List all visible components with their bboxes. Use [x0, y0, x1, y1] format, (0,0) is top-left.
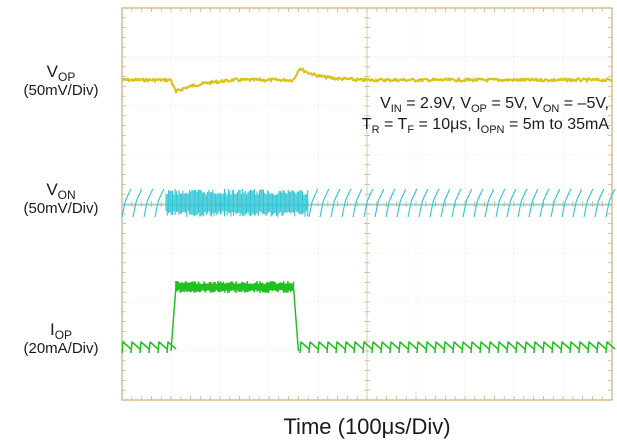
conditions-line-2: TR = TF = 10μs, IOPN = 5m to 35mA [361, 114, 609, 136]
conditions-line-2-part: R [371, 124, 380, 136]
x-axis-label: Time (100μs/Div) [283, 414, 451, 439]
iop-scale-label: (20mA/Div) [23, 340, 99, 357]
conditions-line-1-part: ON [542, 103, 560, 115]
conditions-line-1-part: = 5V, V [486, 95, 543, 112]
von-scale-label: (50mV/Div) [23, 200, 99, 217]
conditions-line-2-part: T [361, 116, 372, 133]
iop-channel-label: IOP (20mA/Div) [2, 320, 120, 358]
conditions-line-2-part: = 5m to 35mA [504, 116, 609, 133]
conditions-line-1-part: = 2.9V, V [401, 95, 471, 112]
conditions-line-2-part: = 10μs, I [414, 116, 481, 133]
iop-trace-high [170, 281, 300, 352]
conditions-line-2-part: F [407, 124, 415, 136]
conditions-line-1-part: OP [471, 103, 487, 115]
conditions-line-1-part: V [380, 95, 391, 112]
iop-trace-low [121, 341, 616, 354]
von-trace [121, 188, 616, 218]
conditions-line-1-part: IN [390, 103, 402, 115]
conditions-line-1-part: = –5V, [559, 95, 609, 112]
vop-scale-label: (50mV/Div) [23, 82, 99, 99]
conditions-line-2-part: OPN [480, 124, 505, 136]
vop-channel-label: VOP (50mV/Div) [2, 62, 120, 100]
test-conditions-annotation: VIN = 2.9V, VOP = 5V, VON = –5V, TR = TF… [361, 93, 609, 136]
traces [121, 67, 616, 354]
conditions-line-2-part: = T [379, 116, 408, 133]
vop-trace [121, 67, 613, 94]
conditions-line-1: VIN = 2.9V, VOP = 5V, VON = –5V, [362, 93, 609, 115]
von-channel-label: VON (50mV/Div) [2, 180, 120, 218]
